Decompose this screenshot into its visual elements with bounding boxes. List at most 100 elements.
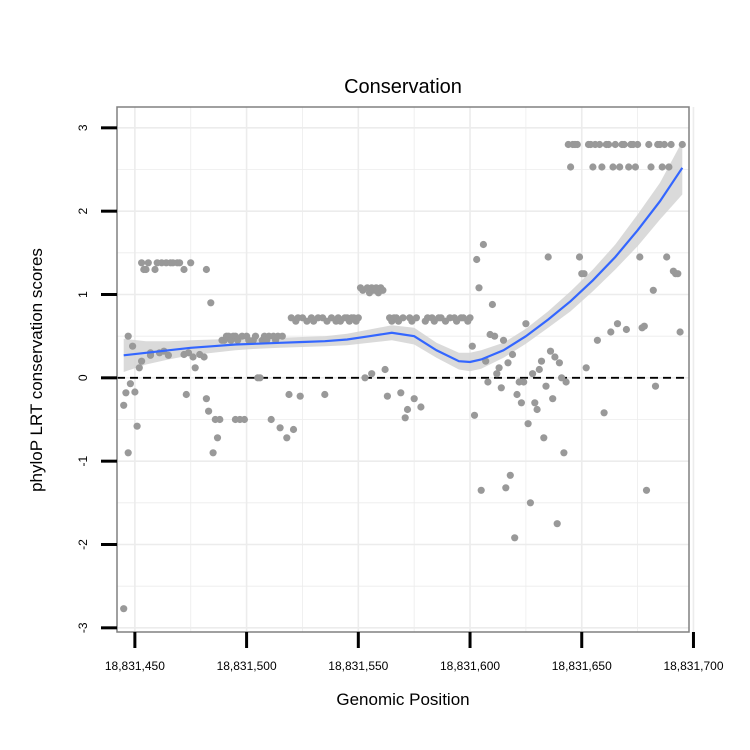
data-point [499, 336, 508, 344]
data-point [189, 353, 197, 361]
data-point [468, 342, 476, 350]
data-point [589, 163, 597, 171]
data-point [240, 415, 248, 424]
data-point [296, 392, 304, 400]
chart-title: Conservation [344, 76, 462, 98]
data-point [524, 420, 532, 428]
data-point [213, 434, 222, 442]
x-axis-title: Genomic Position [336, 690, 469, 709]
data-point [142, 265, 150, 274]
y-tick-label: -3 [76, 622, 90, 633]
data-point [412, 314, 420, 322]
data-point [674, 270, 682, 278]
data-point [636, 253, 644, 261]
data-point [401, 414, 409, 422]
data-point [285, 390, 293, 399]
data-point [502, 484, 510, 492]
data-point [205, 407, 213, 415]
x-tick-label: 18,831,500 [217, 659, 277, 673]
data-point [546, 347, 555, 355]
data-point [526, 499, 535, 507]
data-point [191, 364, 199, 372]
data-point [180, 265, 188, 274]
y-axis-title: phyloP LRT conservation scores [27, 248, 46, 492]
data-point [124, 332, 132, 340]
data-point [202, 265, 210, 274]
data-point [544, 253, 552, 261]
data-point [122, 389, 130, 397]
data-point [278, 332, 286, 340]
data-point [506, 471, 514, 479]
data-point [513, 390, 521, 399]
grid-lines [117, 107, 695, 632]
y-tick-label: 0 [76, 374, 90, 381]
smooth-line-layer [123, 167, 684, 364]
data-point [368, 370, 376, 378]
data-point [176, 259, 184, 267]
data-point [251, 332, 260, 340]
data-point [131, 388, 139, 396]
data-point [475, 284, 483, 292]
data-point [187, 259, 195, 267]
data-point [403, 405, 412, 414]
data-point [397, 389, 405, 397]
data-point [665, 163, 673, 171]
data-point [511, 534, 519, 542]
data-point [164, 351, 172, 359]
y-tick-label: -2 [76, 539, 90, 550]
data-point [520, 378, 528, 386]
data-point [321, 390, 329, 399]
data-point [283, 434, 291, 442]
data-point [144, 259, 152, 267]
data-point [276, 424, 284, 432]
data-point [209, 449, 217, 457]
smooth-line [123, 167, 684, 364]
data-point [582, 364, 590, 372]
data-point [491, 332, 499, 340]
x-axis: 18,831,450 18,831,500 18,831,550 18,831,600… [105, 632, 724, 673]
data-point [573, 140, 581, 149]
data-point [289, 425, 298, 434]
data-point [202, 395, 210, 403]
data-point [473, 255, 481, 264]
data-point [631, 163, 640, 171]
data-point [549, 395, 557, 403]
data-point [567, 163, 575, 171]
data-point [537, 357, 546, 365]
data-point [598, 163, 606, 171]
data-point [663, 253, 671, 261]
data-point [613, 320, 622, 328]
scatter-points [120, 140, 686, 613]
data-point [625, 163, 633, 171]
y-tick-label: -1 [76, 456, 90, 467]
data-point [207, 299, 215, 307]
data-point [354, 314, 362, 322]
data-point [379, 286, 387, 294]
data-point [676, 328, 684, 336]
data-point [647, 163, 655, 171]
data-point [611, 140, 619, 149]
data-point [517, 399, 526, 407]
data-point [658, 163, 666, 171]
panel-border [116, 106, 690, 633]
x-tick-label: 18,831,600 [440, 659, 500, 673]
data-point [151, 265, 159, 274]
data-point [126, 380, 134, 388]
data-point [399, 314, 407, 322]
data-point [120, 401, 128, 409]
data-point [477, 486, 485, 494]
data-point [200, 353, 208, 361]
data-point [504, 359, 512, 367]
data-point [605, 140, 613, 149]
data-point [651, 382, 660, 390]
data-point [642, 486, 651, 494]
data-point [555, 359, 564, 367]
x-tick-label: 18,831,700 [663, 659, 723, 673]
data-point [558, 374, 566, 382]
data-point [540, 434, 548, 442]
data-point [645, 140, 653, 149]
data-point [620, 140, 628, 149]
data-point [522, 320, 530, 328]
x-tick-label: 18,831,550 [328, 659, 388, 673]
data-point [383, 392, 391, 400]
